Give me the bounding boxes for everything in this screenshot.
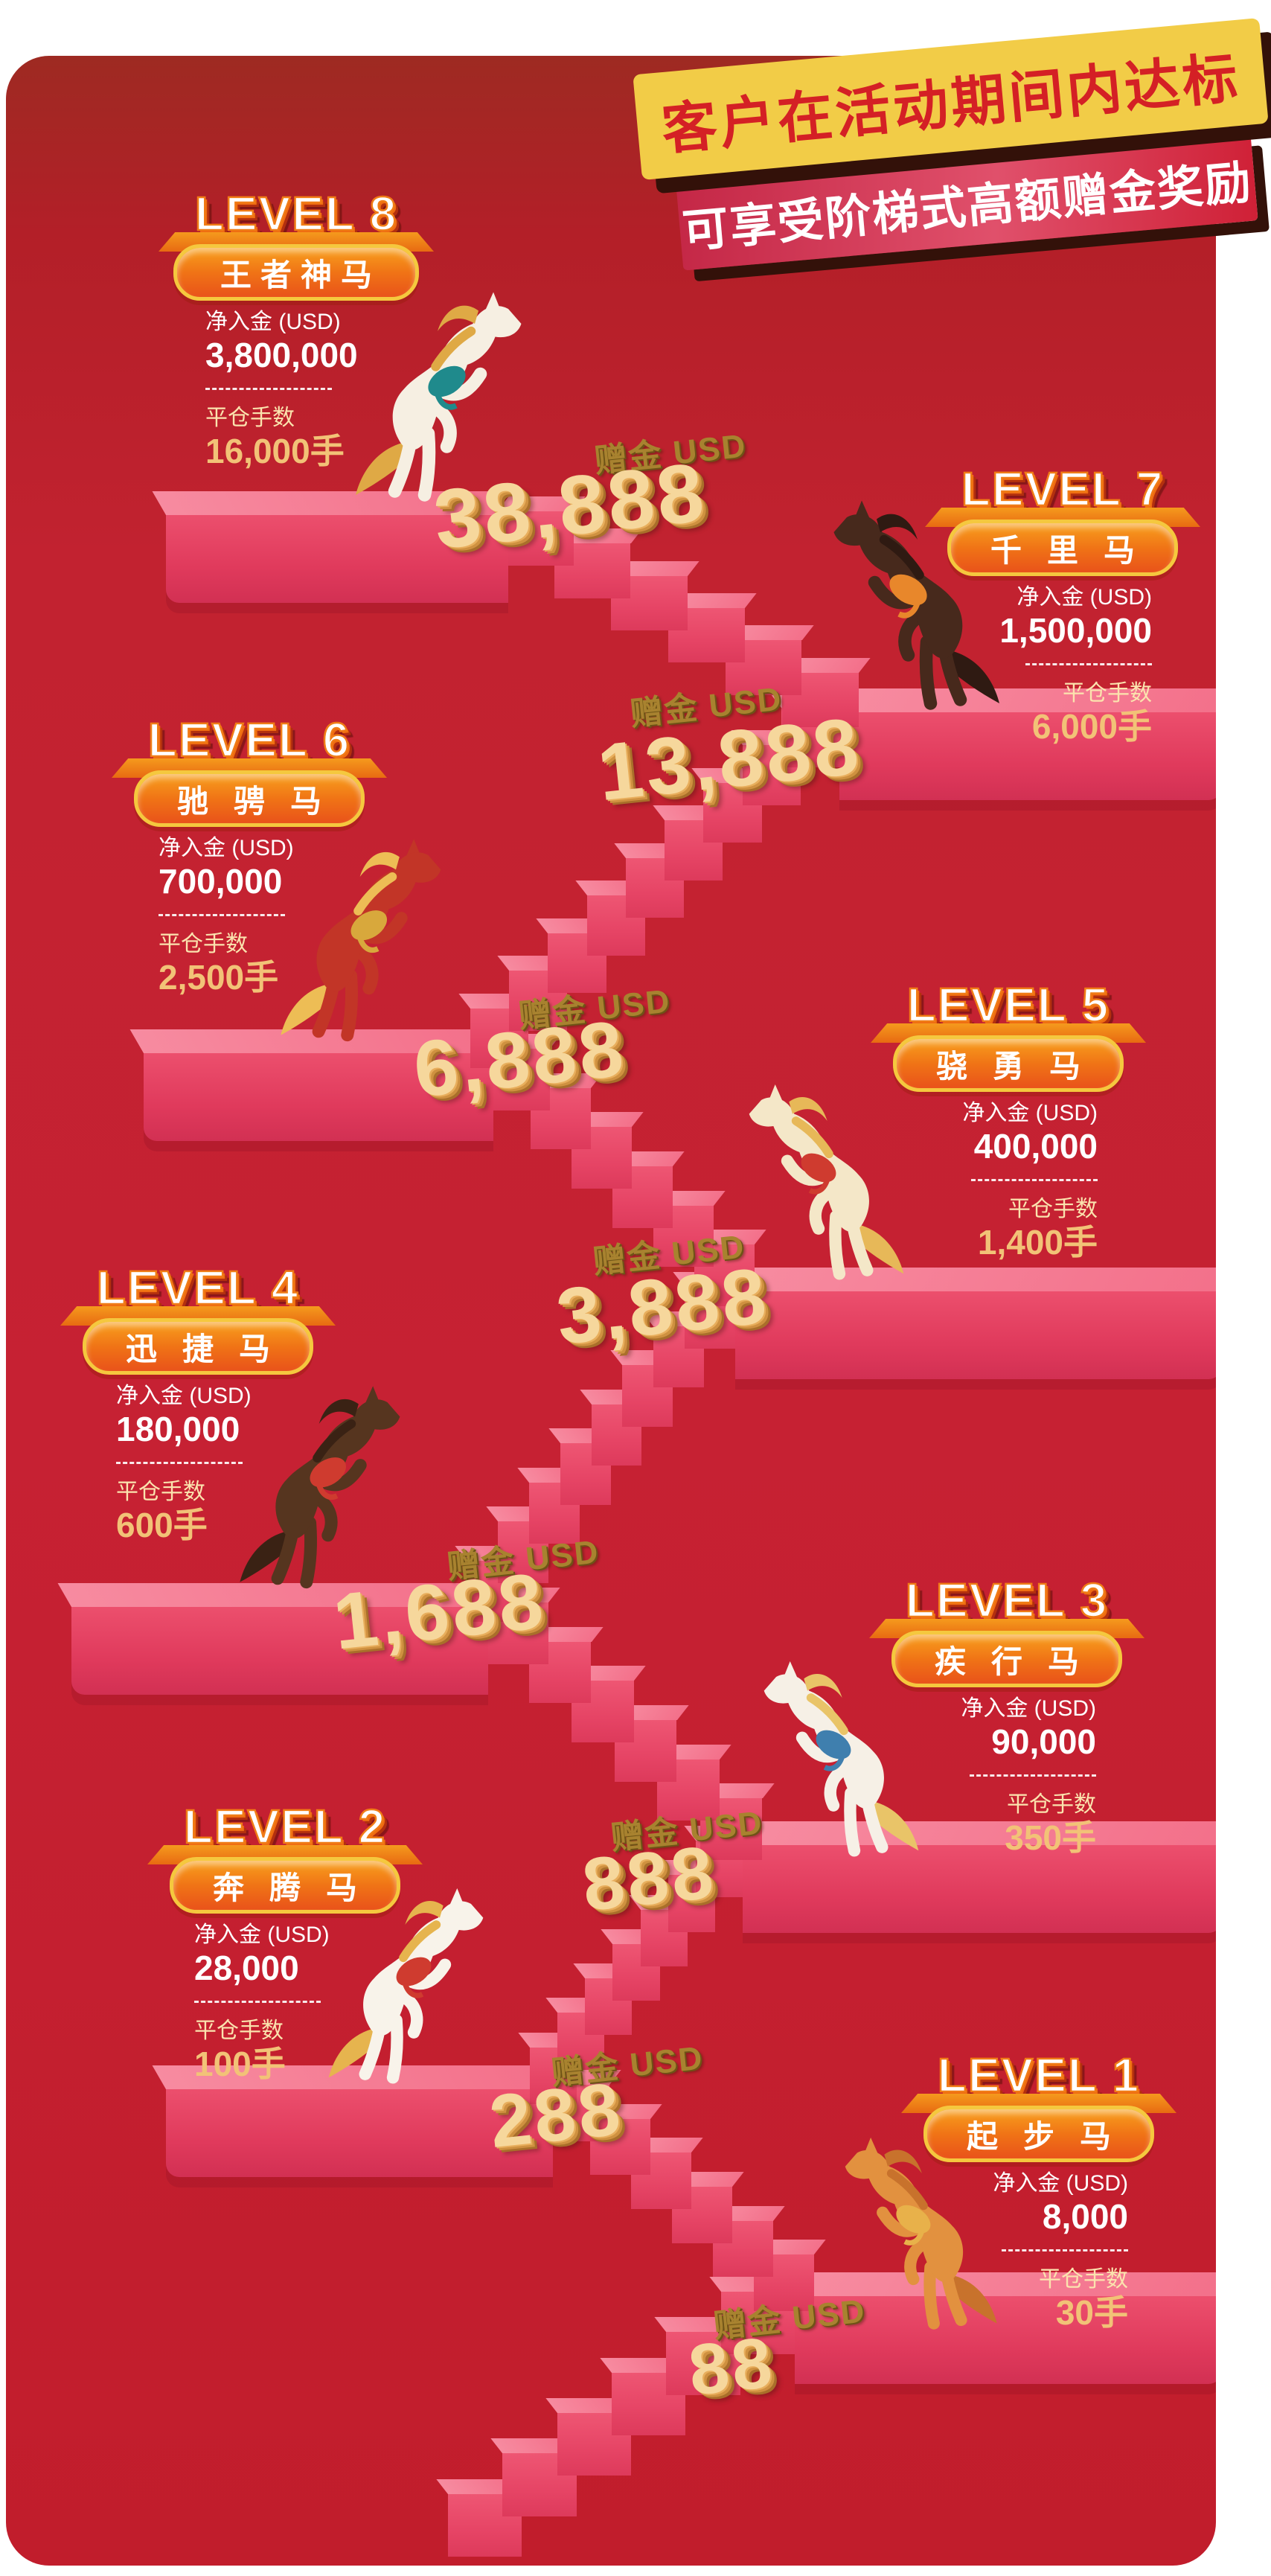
- deposit-value: 1,500,000: [999, 611, 1152, 650]
- deposit-value: 700,000: [159, 862, 283, 901]
- lots-value: 1,400手: [977, 1223, 1098, 1262]
- level-title: LEVEL 8: [194, 186, 398, 242]
- deposit-value: 180,000: [116, 1410, 240, 1448]
- lots-label: 平仓手数: [1063, 681, 1152, 706]
- lots-value: 16,000手: [205, 432, 345, 470]
- lots-label: 平仓手数: [194, 2019, 284, 2043]
- level-stats: 净入金 (USD) 8,000 平仓手数 30手: [808, 2170, 1128, 2332]
- bonus-amount-level1: 88: [685, 2322, 779, 2411]
- level-title: LEVEL 6: [147, 712, 351, 768]
- lots-label: 平仓手数: [116, 1480, 205, 1504]
- deposit-label: 净入金 (USD): [116, 1384, 252, 1408]
- level-title: LEVEL 5: [906, 977, 1110, 1033]
- divider-dashed: [194, 2001, 321, 2003]
- deposit-label: 净入金 (USD): [993, 2171, 1128, 2196]
- deposit-value: 28,000: [194, 1949, 299, 1987]
- divider-dashed: [205, 388, 332, 390]
- horse-name: 驰骋马: [176, 783, 347, 819]
- level-title: LEVEL 7: [961, 461, 1165, 517]
- deposit-label: 净入金 (USD): [961, 1696, 1096, 1721]
- level-title: LEVEL 1: [937, 2048, 1141, 2103]
- level-stats: 净入金 (USD) 400,000 平仓手数 1,400手: [778, 1100, 1098, 1262]
- horse-illustration-level8: [341, 287, 564, 510]
- horse-illustration-level3: [724, 1656, 932, 1864]
- horse-name: 迅捷马: [125, 1331, 295, 1367]
- horse-illustration-level1: [806, 2132, 1011, 2337]
- divider-dashed: [971, 1179, 1098, 1181]
- horse-illustration-level2: [315, 1883, 523, 2091]
- stair-landing: [166, 2089, 553, 2177]
- divider-dashed: [970, 1774, 1096, 1777]
- lots-label: 平仓手数: [1039, 2267, 1128, 2292]
- deposit-label: 净入金 (USD): [194, 1923, 330, 1947]
- level-stats: 净入金 (USD) 28,000 平仓手数 100手: [194, 1922, 514, 2083]
- horse-name-badge: 起步马: [923, 2106, 1154, 2162]
- stair-landing: [743, 1845, 1216, 1933]
- horse-name-badge: 骁勇马: [893, 1035, 1124, 1092]
- deposit-value: 90,000: [991, 1722, 1096, 1761]
- horse-name: 起步马: [966, 2118, 1136, 2154]
- horse-illustration-level4: [225, 1381, 441, 1597]
- horse-illustration-level6: [266, 834, 482, 1049]
- divider-dashed: [116, 1462, 243, 1464]
- stair-landing: [735, 1291, 1216, 1379]
- stair-step: [497, 511, 574, 566]
- horse-illustration-level7: [791, 495, 1014, 718]
- divider-dashed: [159, 914, 285, 916]
- lots-label: 平仓手数: [159, 932, 248, 956]
- lots-label: 平仓手数: [1008, 1197, 1098, 1221]
- horse-illustration-level5: [709, 1079, 918, 1288]
- level-title: LEVEL 2: [183, 1799, 387, 1855]
- stair-landing: [839, 712, 1216, 800]
- horse-name: 疾行马: [934, 1643, 1104, 1679]
- lots-value: 100手: [194, 2045, 286, 2083]
- horse-name-badge: 奔腾马: [170, 1857, 400, 1914]
- lots-value: 2,500手: [159, 958, 279, 997]
- bonus-amount-level3: 888: [578, 1829, 720, 1928]
- deposit-label: 净入金 (USD): [962, 1101, 1098, 1125]
- deposit-value: 400,000: [973, 1127, 1098, 1166]
- deposit-value: 8,000: [1042, 2197, 1128, 2236]
- horse-name-badge: 王者神马: [173, 244, 419, 301]
- deposit-label: 净入金 (USD): [159, 836, 294, 860]
- horse-name-badge: 驰骋马: [134, 770, 365, 827]
- level-stats: 净入金 (USD) 700,000 平仓手数 2,500手: [159, 835, 478, 997]
- horse-name-badge: 疾行马: [891, 1631, 1122, 1687]
- divider-dashed: [1002, 2249, 1128, 2251]
- stair-landing: [795, 2296, 1216, 2384]
- level-stats: 净入金 (USD) 3,800,000 平仓手数 16,000手: [205, 309, 525, 470]
- stair-landing: [166, 515, 508, 603]
- deposit-label: 净入金 (USD): [205, 310, 341, 334]
- lots-label: 平仓手数: [1007, 1792, 1096, 1817]
- lots-value: 350手: [1005, 1818, 1096, 1857]
- promo-card: 赠金 USD 38,888 赠金 USD 13,888 赠金 USD 6,888…: [6, 56, 1216, 2566]
- horse-name-badge: 迅捷马: [83, 1318, 313, 1375]
- level-stats: 净入金 (USD) 180,000 平仓手数 600手: [116, 1383, 436, 1544]
- horse-name: 千里马: [990, 532, 1160, 568]
- horse-name: 王者神马: [220, 257, 381, 293]
- divider-dashed: [1025, 663, 1152, 665]
- horse-name: 骁勇马: [935, 1048, 1106, 1084]
- deposit-label: 净入金 (USD): [1017, 585, 1152, 610]
- level-stats: 净入金 (USD) 90,000 平仓手数 350手: [776, 1696, 1096, 1857]
- level-title: LEVEL 4: [96, 1260, 300, 1316]
- stair-landing: [71, 1607, 488, 1695]
- level-stats: 净入金 (USD) 1,500,000 平仓手数 6,000手: [832, 584, 1152, 746]
- horse-name: 奔腾马: [212, 1870, 382, 1905]
- level-title: LEVEL 3: [905, 1573, 1109, 1629]
- lots-value: 6,000手: [1031, 707, 1152, 746]
- lots-label: 平仓手数: [205, 406, 295, 430]
- stair-landing: [144, 1053, 493, 1141]
- horse-name-badge: 千里马: [947, 520, 1178, 576]
- lots-value: 600手: [116, 1506, 208, 1544]
- lots-value: 30手: [1055, 2293, 1128, 2332]
- deposit-value: 3,800,000: [205, 336, 358, 374]
